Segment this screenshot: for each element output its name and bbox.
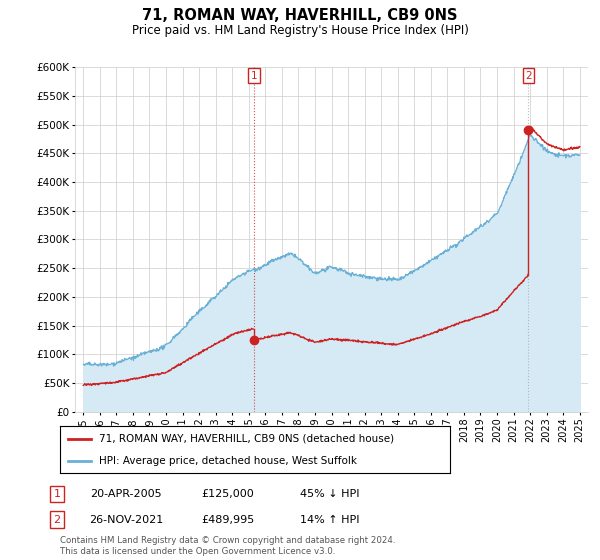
Text: 71, ROMAN WAY, HAVERHILL, CB9 0NS: 71, ROMAN WAY, HAVERHILL, CB9 0NS xyxy=(142,8,458,24)
Text: 26-NOV-2021: 26-NOV-2021 xyxy=(89,515,163,525)
Text: £125,000: £125,000 xyxy=(202,489,254,499)
Text: 1: 1 xyxy=(53,489,61,499)
Text: 20-APR-2005: 20-APR-2005 xyxy=(90,489,162,499)
Text: 71, ROMAN WAY, HAVERHILL, CB9 0NS (detached house): 71, ROMAN WAY, HAVERHILL, CB9 0NS (detac… xyxy=(99,434,394,444)
Text: Price paid vs. HM Land Registry's House Price Index (HPI): Price paid vs. HM Land Registry's House … xyxy=(131,24,469,36)
Text: 14% ↑ HPI: 14% ↑ HPI xyxy=(300,515,360,525)
Text: 45% ↓ HPI: 45% ↓ HPI xyxy=(300,489,360,499)
Text: 1: 1 xyxy=(250,71,257,81)
Text: Contains HM Land Registry data © Crown copyright and database right 2024.
This d: Contains HM Land Registry data © Crown c… xyxy=(60,536,395,556)
Text: 2: 2 xyxy=(525,71,532,81)
Text: 2: 2 xyxy=(53,515,61,525)
Text: HPI: Average price, detached house, West Suffolk: HPI: Average price, detached house, West… xyxy=(99,456,357,466)
Text: £489,995: £489,995 xyxy=(202,515,254,525)
